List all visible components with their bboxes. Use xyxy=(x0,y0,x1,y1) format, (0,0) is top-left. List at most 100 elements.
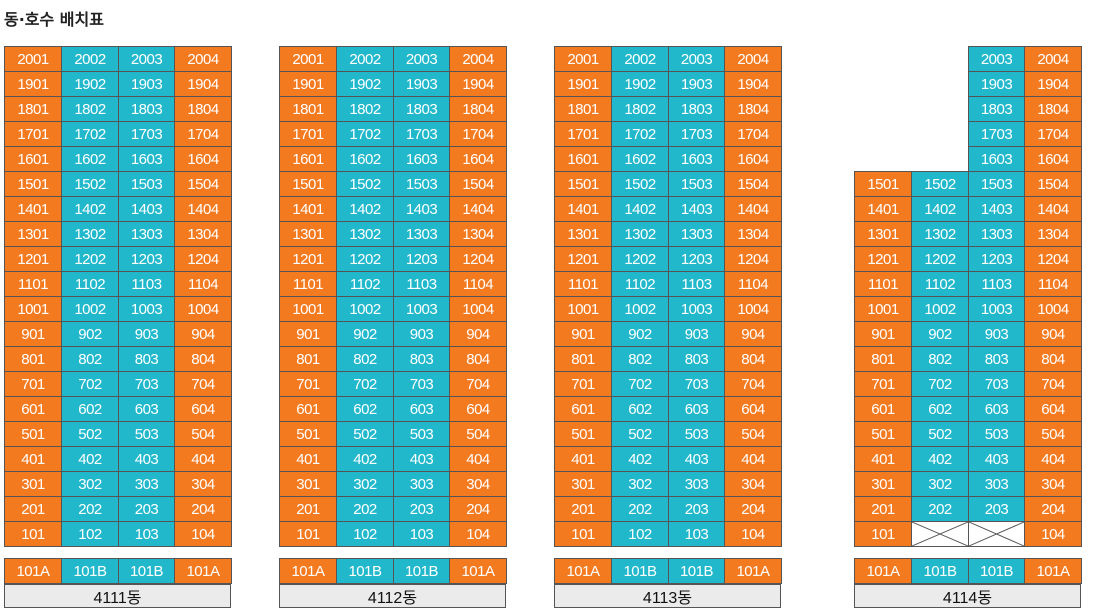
unit-cell[interactable]: 202 xyxy=(911,496,969,522)
unit-cell[interactable]: 1503 xyxy=(668,171,725,197)
unit-cell[interactable]: 404 xyxy=(1024,446,1082,472)
unit-cell[interactable]: 1202 xyxy=(336,246,394,272)
unit-cell[interactable]: 302 xyxy=(61,471,119,497)
commercial-unit-cell[interactable]: 101A xyxy=(174,558,232,584)
unit-cell[interactable]: 2001 xyxy=(554,46,612,72)
unit-cell[interactable]: 1403 xyxy=(118,196,175,222)
unit-cell[interactable]: 704 xyxy=(724,371,782,397)
unit-cell[interactable]: 501 xyxy=(279,421,337,447)
unit-cell[interactable]: 601 xyxy=(4,396,62,422)
unit-cell[interactable]: 1103 xyxy=(118,271,175,297)
unit-cell[interactable]: 1902 xyxy=(336,71,394,97)
commercial-unit-cell[interactable]: 101A xyxy=(724,558,782,584)
unit-cell[interactable]: 2001 xyxy=(4,46,62,72)
unit-cell[interactable]: 1203 xyxy=(118,246,175,272)
unit-cell[interactable]: 902 xyxy=(611,321,669,347)
unit-cell[interactable]: 1202 xyxy=(61,246,119,272)
unit-cell[interactable]: 1603 xyxy=(393,146,450,172)
unit-cell[interactable]: 402 xyxy=(336,446,394,472)
unit-cell[interactable]: 1302 xyxy=(61,221,119,247)
unit-cell[interactable]: 703 xyxy=(968,371,1025,397)
unit-cell[interactable]: 1202 xyxy=(911,246,969,272)
unit-cell[interactable]: 1003 xyxy=(668,296,725,322)
unit-cell[interactable]: 602 xyxy=(61,396,119,422)
unit-cell[interactable]: 1004 xyxy=(724,296,782,322)
unit-cell[interactable]: 702 xyxy=(611,371,669,397)
unit-cell[interactable]: 1204 xyxy=(174,246,232,272)
unit-cell[interactable]: 1704 xyxy=(1024,121,1082,147)
unit-cell[interactable]: 1201 xyxy=(854,246,912,272)
unit-cell[interactable]: 1502 xyxy=(911,171,969,197)
unit-cell[interactable]: 101 xyxy=(854,521,912,547)
unit-cell[interactable]: 404 xyxy=(724,446,782,472)
unit-cell[interactable]: 602 xyxy=(336,396,394,422)
unit-cell[interactable]: 1402 xyxy=(61,196,119,222)
unit-cell[interactable]: 104 xyxy=(724,521,782,547)
unit-cell[interactable]: 1203 xyxy=(668,246,725,272)
unit-cell[interactable]: 802 xyxy=(611,346,669,372)
unit-cell[interactable]: 1702 xyxy=(336,121,394,147)
unit-cell[interactable]: 1304 xyxy=(449,221,507,247)
unit-cell[interactable]: 503 xyxy=(118,421,175,447)
unit-cell[interactable]: 1301 xyxy=(4,221,62,247)
unit-cell[interactable]: 901 xyxy=(854,321,912,347)
unit-cell[interactable]: 1102 xyxy=(336,271,394,297)
unit-cell[interactable]: 1502 xyxy=(611,171,669,197)
unit-cell[interactable]: 202 xyxy=(611,496,669,522)
unit-cell[interactable]: 402 xyxy=(911,446,969,472)
unit-cell[interactable]: 804 xyxy=(174,346,232,372)
unit-cell[interactable]: 301 xyxy=(279,471,337,497)
unit-cell[interactable]: 804 xyxy=(1024,346,1082,372)
unit-cell[interactable]: 2003 xyxy=(968,46,1025,72)
unit-cell[interactable]: 1402 xyxy=(611,196,669,222)
unit-cell[interactable]: 904 xyxy=(724,321,782,347)
unit-cell[interactable]: 1501 xyxy=(854,171,912,197)
unit-cell[interactable]: 201 xyxy=(279,496,337,522)
unit-cell[interactable]: 1303 xyxy=(393,221,450,247)
unit-cell[interactable]: 601 xyxy=(854,396,912,422)
unit-cell[interactable]: 104 xyxy=(174,521,232,547)
unit-cell[interactable]: 802 xyxy=(61,346,119,372)
unit-cell[interactable]: 603 xyxy=(118,396,175,422)
commercial-unit-cell[interactable]: 101A xyxy=(854,558,912,584)
unit-cell[interactable]: 903 xyxy=(968,321,1025,347)
unit-cell[interactable]: 502 xyxy=(61,421,119,447)
unit-cell[interactable]: 801 xyxy=(279,346,337,372)
unit-cell[interactable]: 1202 xyxy=(611,246,669,272)
unit-cell[interactable]: 2004 xyxy=(174,46,232,72)
unit-cell[interactable]: 104 xyxy=(1024,521,1082,547)
unit-cell[interactable]: 903 xyxy=(668,321,725,347)
unit-cell[interactable]: 804 xyxy=(449,346,507,372)
unit-cell[interactable]: 2003 xyxy=(393,46,450,72)
unit-cell[interactable]: 203 xyxy=(393,496,450,522)
unit-cell[interactable]: 1802 xyxy=(611,96,669,122)
unit-cell[interactable]: 403 xyxy=(118,446,175,472)
unit-cell[interactable]: 1101 xyxy=(554,271,612,297)
unit-cell[interactable]: 1501 xyxy=(554,171,612,197)
unit-cell[interactable]: 2002 xyxy=(61,46,119,72)
unit-cell[interactable]: 1603 xyxy=(118,146,175,172)
unit-cell[interactable]: 901 xyxy=(279,321,337,347)
unit-cell[interactable]: 1602 xyxy=(61,146,119,172)
unit-cell[interactable]: 1104 xyxy=(449,271,507,297)
unit-cell[interactable]: 1703 xyxy=(668,121,725,147)
unit-cell[interactable]: 703 xyxy=(393,371,450,397)
unit-cell[interactable]: 501 xyxy=(554,421,612,447)
unit-cell[interactable]: 1504 xyxy=(724,171,782,197)
unit-cell[interactable]: 1902 xyxy=(61,71,119,97)
unit-cell[interactable]: 1603 xyxy=(668,146,725,172)
unit-cell[interactable]: 1903 xyxy=(668,71,725,97)
unit-cell[interactable]: 1803 xyxy=(968,96,1025,122)
unit-cell[interactable]: 402 xyxy=(61,446,119,472)
unit-cell[interactable]: 1801 xyxy=(4,96,62,122)
unit-cell[interactable]: 303 xyxy=(668,471,725,497)
unit-cell[interactable]: 204 xyxy=(174,496,232,522)
unit-cell[interactable]: 1801 xyxy=(279,96,337,122)
unit-cell[interactable]: 1603 xyxy=(968,146,1025,172)
unit-cell[interactable]: 1704 xyxy=(174,121,232,147)
unit-cell[interactable]: 1104 xyxy=(724,271,782,297)
unit-cell[interactable]: 901 xyxy=(554,321,612,347)
unit-cell[interactable]: 1502 xyxy=(61,171,119,197)
unit-cell[interactable]: 2004 xyxy=(724,46,782,72)
unit-cell[interactable]: 1402 xyxy=(911,196,969,222)
